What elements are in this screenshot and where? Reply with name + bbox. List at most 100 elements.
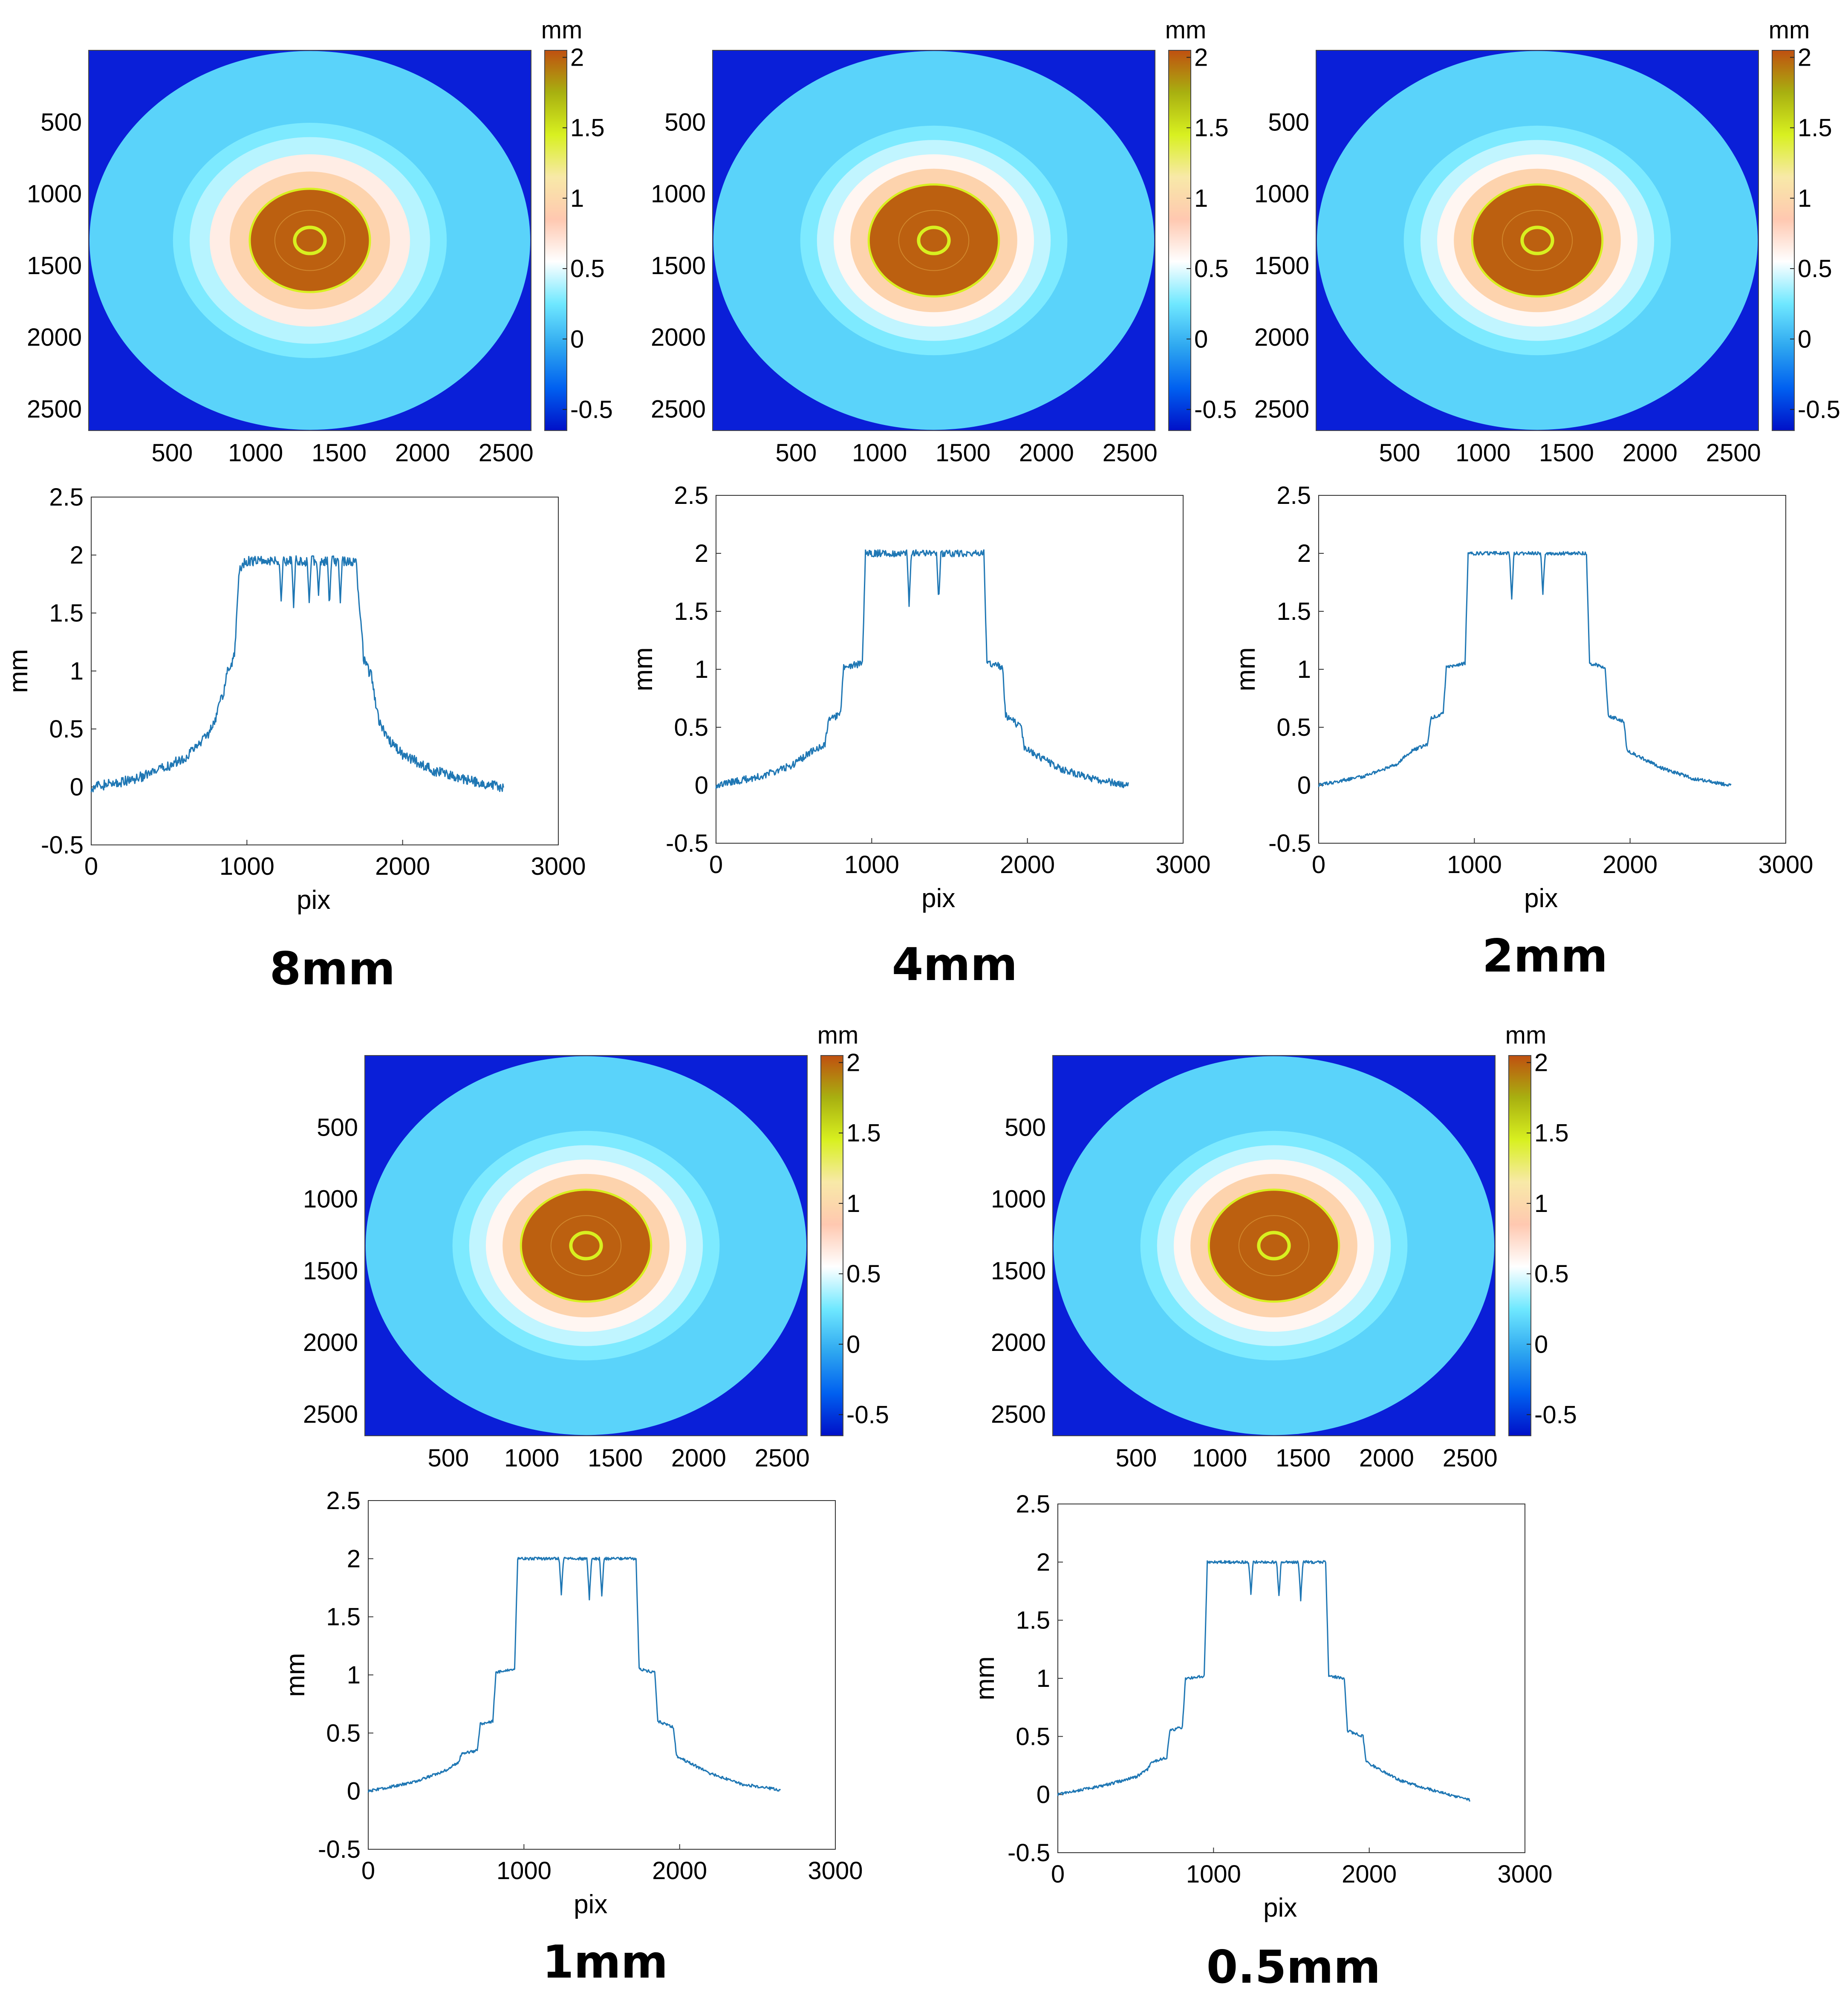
heatmap-y-tick-label: 2000: [651, 324, 706, 351]
heatmap-y-tick-label: 1500: [991, 1257, 1046, 1285]
colorbar-tick-label: 1: [846, 1190, 860, 1218]
colorbar-tick-label: 0.5: [570, 255, 605, 283]
center-faint-ring: [1502, 210, 1573, 271]
heatmap-y-tick-label: 1500: [27, 252, 82, 280]
colorbar: [544, 50, 567, 431]
x-tick-label: 2000: [375, 853, 430, 880]
x-tick-label: 3000: [808, 1857, 863, 1885]
heatmap-x-tick-label: 1500: [1539, 439, 1594, 467]
heatmap-x-tick-label: 500: [775, 439, 817, 467]
heatmap-y-tick-label: 2000: [991, 1329, 1046, 1356]
y-tick-label: 2.5: [674, 482, 708, 509]
heatmap-y-tick-label: 500: [664, 108, 706, 136]
heatmap-x-tick-label: 2500: [755, 1444, 810, 1472]
colorbar-label: mm: [1165, 16, 1207, 44]
y-tick-label: 1: [1037, 1665, 1050, 1692]
colorbar-tick-label: 0: [846, 1330, 860, 1358]
x-axis-label: pix: [297, 885, 330, 915]
plot-frame: [368, 1500, 836, 1850]
colorbar-tick-label: 1.5: [846, 1119, 881, 1147]
colorbar-label: mm: [1769, 16, 1810, 44]
x-tick-label: 1000: [219, 853, 274, 880]
heatmap-frame: [1316, 50, 1759, 431]
heatmap-x-tick-label: 1000: [1192, 1444, 1247, 1472]
y-tick-label: 1: [1297, 656, 1311, 683]
heatmap-y-tick-label: 1000: [303, 1186, 358, 1213]
heatmap-y-tick-label: 500: [40, 108, 82, 136]
plot-frame: [1057, 1504, 1525, 1853]
heatmap-x-tick-label: 2500: [1443, 1444, 1498, 1472]
panel-title-8mm: 8mm: [269, 943, 396, 995]
heatmap-ring: [521, 1189, 651, 1302]
heatmap-x-tick-label: 2500: [1706, 439, 1761, 467]
y-axis-label: mm: [4, 649, 33, 693]
y-tick-label: 0: [695, 772, 708, 799]
x-tick-label: 0: [709, 851, 723, 879]
colorbar-tick-label: 1: [1534, 1190, 1548, 1218]
x-tick-label: 2000: [1000, 851, 1055, 879]
y-tick-label: 2.5: [1276, 482, 1311, 509]
panel-title-1mm: 1mm: [542, 1936, 668, 1988]
heatmap-frame: [88, 50, 531, 431]
x-axis-label: pix: [574, 1890, 607, 1919]
colorbar-tick-label: 0: [1798, 325, 1811, 353]
y-tick-label: 1.5: [674, 598, 708, 625]
center-marker-ring: [917, 226, 951, 255]
y-tick-label: 1: [347, 1661, 361, 1689]
y-tick-label: 2: [1297, 540, 1311, 567]
profile-series-line: [1057, 1560, 1471, 1802]
y-tick-label: 0: [1037, 1781, 1050, 1809]
center-faint-ring: [274, 210, 346, 271]
colorbar-tick-label: 0.5: [1194, 255, 1229, 283]
heatmap-y-tick-label: 1500: [1254, 252, 1309, 280]
heatmap-x-tick-label: 1500: [312, 439, 367, 467]
heatmap-frame: [364, 1055, 808, 1436]
y-tick-label: -0.5: [666, 830, 708, 857]
profile-series-line: [1318, 551, 1732, 787]
colorbar-tick-label: -0.5: [846, 1401, 889, 1429]
y-axis-label: mm: [1231, 647, 1261, 691]
heatmap-y-tick-label: 2500: [1254, 396, 1309, 423]
y-tick-label: 1: [695, 656, 708, 683]
colorbar-tick-label: -0.5: [1534, 1401, 1577, 1429]
y-tick-label: 1.5: [326, 1603, 361, 1631]
center-marker-ring: [1257, 1231, 1291, 1261]
colorbar-tick-label: -0.5: [1798, 396, 1840, 423]
y-tick-label: 0: [70, 773, 84, 801]
heatmap-y-tick-label: 1500: [303, 1257, 358, 1285]
heatmap-y-tick-label: 500: [1268, 108, 1309, 136]
colorbar-tick-label: 1.5: [1534, 1119, 1569, 1147]
x-tick-label: 3000: [1758, 851, 1813, 879]
x-tick-label: 3000: [531, 853, 586, 880]
heatmap-y-tick-label: 500: [317, 1113, 358, 1141]
y-tick-label: -0.5: [318, 1836, 361, 1863]
center-marker-ring: [1520, 226, 1554, 255]
plot-frame: [716, 495, 1184, 844]
y-tick-label: 2: [695, 540, 708, 567]
plateau-edge: [1207, 1189, 1340, 1303]
x-tick-label: 1000: [1186, 1860, 1241, 1888]
colorbar: [1168, 50, 1191, 431]
heatmap-y-tick-label: 1000: [1254, 180, 1309, 208]
heatmap-x-tick-label: 1000: [504, 1444, 559, 1472]
colorbar-tick-label: 1: [1798, 185, 1811, 212]
colorbar-tick-label: 2: [1194, 44, 1208, 72]
heatmap-x-tick-label: 1500: [936, 439, 990, 467]
heatmap-y-tick-label: 2500: [27, 396, 82, 423]
heatmap-ring: [249, 188, 370, 292]
colorbar: [1772, 50, 1795, 431]
colorbar-tick-label: 1.5: [570, 114, 605, 142]
plot-frame: [91, 497, 559, 845]
heatmap-y-tick-label: 500: [1005, 1113, 1046, 1141]
colorbar-tick-label: 1.5: [1798, 114, 1832, 142]
colorbar-label: mm: [817, 1021, 859, 1049]
heatmap-y-tick-label: 1000: [651, 180, 706, 208]
heatmap-x-tick-label: 2000: [1359, 1444, 1414, 1472]
heatmap-x-tick-label: 2500: [1103, 439, 1158, 467]
heatmap-x-tick-label: 1500: [1276, 1444, 1331, 1472]
colorbar-label: mm: [1505, 1021, 1547, 1049]
colorbar-tick-label: 0: [570, 325, 584, 353]
